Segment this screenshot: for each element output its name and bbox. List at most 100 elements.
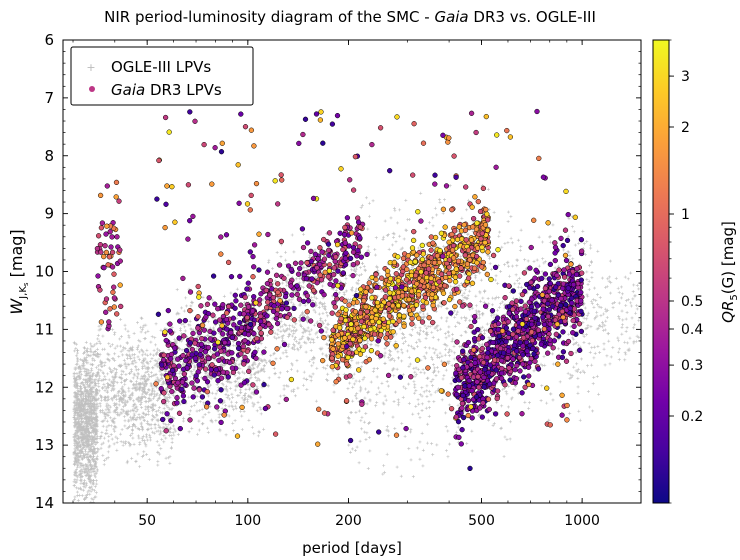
ogle-point [81,470,85,474]
ogle-point [82,441,86,445]
ogle-point [81,475,85,479]
ogle-point [91,445,95,449]
ogle-point [92,455,96,459]
gaia-point [217,327,223,333]
gaia-point [182,317,188,324]
ogle-point [93,475,97,479]
ogle-point [92,478,96,482]
ogle-point [95,415,99,419]
ogle-point [86,347,90,351]
ogle-point [82,466,86,470]
ogle-point [82,482,86,486]
ogle-point [95,447,99,451]
ogle-point [79,372,83,376]
ogle-point [80,494,84,498]
ogle-point [95,434,99,438]
gaia-point [190,330,196,337]
ogle-point [75,453,79,457]
gaia-point [189,346,196,353]
ogle-point [85,350,89,354]
ogle-point [76,498,80,502]
ogle-point [95,454,99,458]
ogle-point [93,495,97,499]
ogle-point [84,449,88,453]
ogle-point [89,480,93,484]
ogle-point [93,343,97,347]
gaia-point [246,368,252,375]
gaia-point [175,356,181,362]
ogle-point [83,448,87,452]
gaia-point [167,321,173,327]
ogle-point [72,484,76,488]
ogle-point [81,380,85,384]
ogle-point [75,384,79,388]
ogle-point [95,388,99,392]
ogle-point [89,399,93,403]
ogle-point [72,416,76,420]
ogle-point [89,347,93,351]
ogle-point [95,390,99,394]
ogle-point [75,494,79,498]
ogle-point [85,383,89,387]
ogle-point [80,468,84,472]
ogle-point [73,440,77,444]
ogle-point [78,469,82,473]
ogle-point [74,449,78,453]
ogle-point [87,489,91,493]
ogle-point [93,473,97,477]
ogle-point [94,479,98,483]
ogle-point [72,406,76,410]
gaia-point [202,349,209,355]
ogle-point [74,385,78,389]
ogle-point [73,342,77,346]
ogle-point [78,486,82,490]
ogle-point [91,374,95,378]
ogle-point [90,497,94,501]
ogle-point [73,401,77,405]
ogle-point [76,351,80,355]
gaia-point [225,374,231,380]
gaia-point [180,366,187,372]
gaia-point [172,375,179,382]
ogle-point [91,449,95,453]
gaia-point [191,385,197,391]
ogle-point [92,404,96,408]
gaia-point [174,400,180,406]
ogle-point [88,391,92,395]
ogle-point [76,349,80,353]
ogle-point [92,403,96,407]
ogle-point [74,471,78,475]
ogle-point [90,363,94,367]
ogle-point [81,488,85,492]
gaia-point [168,418,174,424]
ogle-point [80,458,84,462]
gaia-point [206,295,212,301]
ogle-point [81,450,85,454]
ogle-point [79,387,83,391]
gaia-point [181,371,188,377]
ogle-point [93,438,97,442]
ogle-point [93,463,97,467]
ogle-point [73,462,77,466]
ogle-point [79,448,83,452]
ogle-point [82,414,86,418]
ogle-point [75,465,79,469]
ogle-point [75,375,79,379]
ogle-point [73,438,77,442]
ogle-point [87,353,91,357]
ogle-point [94,412,98,416]
ogle-point [93,383,97,387]
gaia-point [158,385,164,392]
ogle-point [73,368,77,371]
ogle-point [85,371,89,375]
ogle-point [94,491,98,495]
ogle-point [73,394,77,398]
gaia-point [235,340,242,347]
ogle-point [85,422,89,426]
gaia-point [230,369,237,376]
ogle-point [85,425,89,429]
ogle-point [75,478,79,482]
ogle-point [85,471,89,475]
ogle-point [82,386,86,390]
ogle-point [73,413,77,417]
